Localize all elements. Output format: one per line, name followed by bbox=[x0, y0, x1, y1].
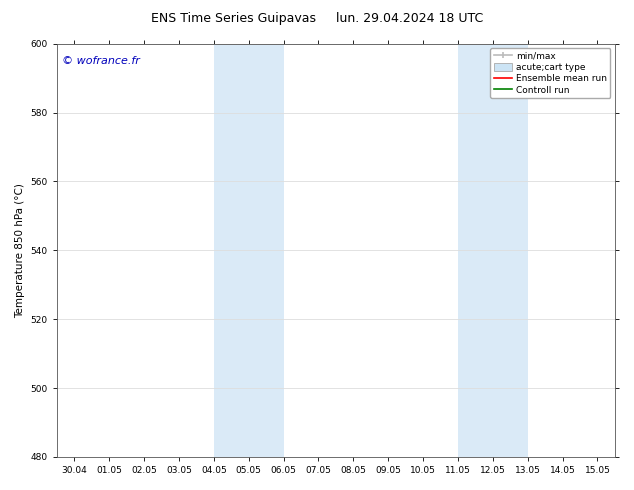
Text: © wofrance.fr: © wofrance.fr bbox=[62, 56, 140, 66]
Text: ENS Time Series Guipavas     lun. 29.04.2024 18 UTC: ENS Time Series Guipavas lun. 29.04.2024… bbox=[151, 12, 483, 25]
Legend: min/max, acute;cart type, Ensemble mean run, Controll run: min/max, acute;cart type, Ensemble mean … bbox=[491, 48, 611, 98]
Bar bbox=[458, 44, 527, 457]
Bar bbox=[214, 44, 283, 457]
Y-axis label: Temperature 850 hPa (°C): Temperature 850 hPa (°C) bbox=[15, 183, 25, 318]
